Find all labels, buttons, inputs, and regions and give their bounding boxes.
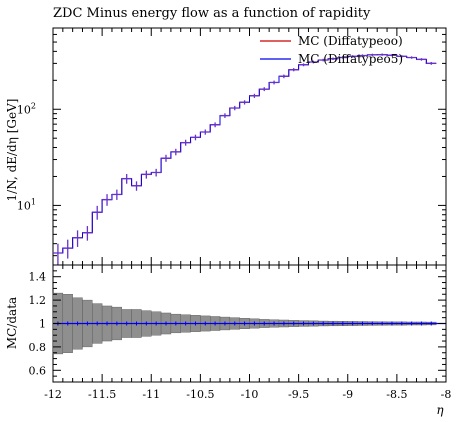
data-point: [416, 58, 427, 61]
x-tick-label: -8: [441, 388, 452, 401]
data-point: [111, 189, 122, 200]
data-point: [426, 62, 437, 65]
data-point: [72, 230, 83, 247]
x-tick-label: -12: [44, 388, 62, 401]
data-point: [298, 63, 309, 67]
data-point: [259, 87, 270, 92]
data-point: [170, 148, 181, 156]
x-tick-label: -8.5: [386, 388, 407, 401]
data-point: [180, 139, 191, 146]
data-point: [131, 181, 142, 191]
data-point: [102, 194, 112, 206]
data-point: [308, 60, 319, 64]
ratio-y-tick-label: 0.8: [29, 341, 47, 354]
data-point: [387, 54, 397, 57]
data-point: [151, 168, 162, 177]
ratio-y-tick-label: 0.6: [29, 364, 47, 377]
ratio-y-axis-label: MC/data: [5, 297, 19, 349]
x-tick-label: -9: [342, 388, 353, 401]
data-point: [249, 93, 260, 98]
data-point: [92, 205, 103, 220]
main-y-axis: 101 102: [17, 27, 446, 257]
x-axis: -12 -11.5 -11 -10.5 -10 -9.5 -9 -8.5 -8: [44, 28, 451, 401]
data-point: [141, 170, 152, 179]
ratio-y-tick-label: 1: [39, 318, 46, 331]
x-axis-label: η: [436, 403, 444, 417]
x-tick-label: -10.5: [186, 388, 214, 401]
data-point: [53, 243, 63, 265]
main-data-points: [53, 53, 437, 265]
legend: MC (Diffatypeoo) MC (Diffatypeo5): [260, 34, 403, 66]
data-point: [200, 129, 211, 135]
data-point: [288, 68, 299, 72]
chart-title: ZDC Minus energy flow as a function of r…: [53, 6, 371, 21]
data-point: [367, 53, 378, 57]
data-point: [337, 56, 348, 59]
data-point: [239, 100, 250, 105]
data-point: [62, 239, 73, 259]
data-point: [121, 174, 132, 184]
data-point: [161, 154, 171, 162]
data-point: [220, 113, 230, 118]
data-point: [406, 56, 417, 59]
x-tick-label: -11: [142, 388, 160, 401]
x-tick-label: -9.5: [288, 388, 309, 401]
data-point: [328, 57, 338, 61]
data-point: [190, 134, 201, 141]
data-point: [278, 74, 289, 79]
main-mc-lines: [53, 54, 437, 254]
ratio-y-axis: 0.6 0.8 1 1.2 1.4: [29, 264, 446, 383]
y-axis-label: 1/N, dE/dη [GeV]: [5, 99, 19, 202]
data-point: [82, 226, 93, 241]
data-point: [229, 105, 240, 111]
data-point: [347, 55, 358, 58]
legend-label-1: MC (Diffatypeoo): [298, 34, 403, 48]
data-point: [210, 122, 221, 128]
series-1-line: [53, 54, 437, 254]
data-point: [377, 53, 388, 56]
x-tick-label: -11.5: [88, 388, 116, 401]
x-tick-label: -10: [241, 388, 259, 401]
legend-label-2: MC (Diffatypeo5): [298, 52, 403, 66]
ratio-y-tick-label: 1.4: [29, 271, 47, 284]
ratio-y-tick-label: 1.2: [29, 294, 47, 307]
data-point: [357, 54, 368, 57]
y-tick-label: 101: [17, 197, 36, 212]
y-tick-label: 102: [17, 101, 36, 116]
series-2-line: [53, 54, 437, 254]
data-point: [318, 58, 329, 62]
ratio-uncertainty-band: [52, 292, 446, 355]
data-point: [269, 80, 279, 85]
data-point: [396, 55, 407, 58]
